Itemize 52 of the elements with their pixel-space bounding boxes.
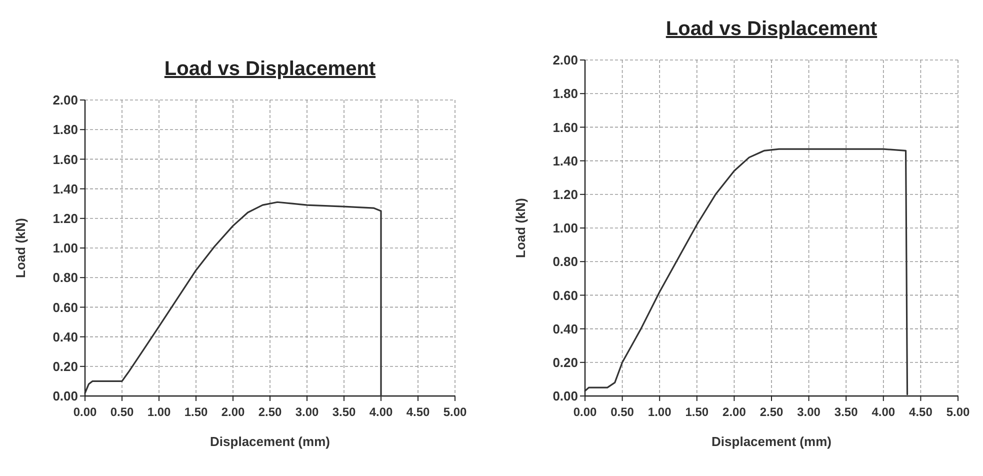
x-tick-label: 5.00 (443, 405, 467, 419)
x-tick-label: 2.00 (221, 405, 245, 419)
y-tick-label: 0.60 (552, 288, 578, 303)
y-tick-label: 0.20 (52, 358, 78, 374)
x-tick-label: 3.00 (797, 405, 821, 419)
x-axis-title: Displacement (mm) (712, 434, 832, 449)
x-axis-title: Displacement (mm) (210, 434, 330, 449)
x-tick-label: 0.50 (610, 405, 634, 419)
y-axis-title: Load (kN) (13, 218, 28, 278)
y-tick-label: 1.00 (552, 220, 578, 236)
x-tick-label: 4.00 (369, 405, 393, 419)
y-tick-label: 1.20 (52, 210, 78, 226)
y-tick-label: 0.00 (552, 388, 578, 404)
y-tick-label: 0.80 (552, 254, 578, 270)
line-series (84, 201, 382, 397)
x-tick-label: 1.50 (685, 405, 709, 419)
chart-title: Load vs Displacement (666, 18, 878, 40)
y-tick-label: 1.20 (552, 186, 578, 202)
x-tick-label: 2.50 (258, 405, 282, 419)
y-tick-label: 2.00 (552, 52, 578, 68)
y-tick-label: 0.40 (552, 321, 578, 336)
y-tick-label: 1.80 (552, 86, 578, 102)
y-tick-label: 0.60 (52, 300, 78, 315)
chart-title: Load vs Displacement (164, 58, 376, 80)
y-tick-label: 0.80 (52, 270, 78, 286)
y-tick-label: 1.00 (52, 240, 78, 256)
x-tick-label: 0.50 (110, 405, 134, 419)
y-tick-label: 1.60 (52, 152, 78, 167)
x-tick-label: 5.00 (946, 405, 970, 419)
y-axis-title: Load (kN) (513, 198, 528, 258)
x-tick-label: 3.50 (834, 405, 858, 419)
x-tick-label: 3.00 (295, 405, 319, 419)
x-tick-label: 1.00 (147, 405, 171, 419)
y-tick-label: 0.40 (52, 329, 78, 344)
x-tick-label: 2.00 (722, 405, 746, 419)
x-tick-label: 4.00 (872, 405, 896, 419)
x-tick-label: 4.50 (406, 405, 430, 419)
x-tick-label: 1.00 (648, 405, 672, 419)
y-tick-label: 1.40 (552, 153, 578, 168)
y-tick-label: 0.00 (52, 388, 78, 404)
y-tick-label: 0.20 (552, 354, 578, 370)
y-tick-label: 2.00 (52, 92, 78, 108)
x-tick-label: 4.50 (909, 405, 933, 419)
x-tick-label: 3.50 (332, 405, 356, 419)
x-tick-label: 2.50 (760, 405, 784, 419)
x-tick-label: 0.00 (73, 405, 97, 419)
y-tick-label: 1.40 (52, 181, 78, 196)
line-series (584, 148, 908, 396)
y-tick-label: 1.80 (52, 122, 78, 138)
x-tick-label: 0.00 (573, 405, 597, 419)
y-tick-label: 1.60 (552, 120, 578, 135)
x-tick-label: 1.50 (184, 405, 208, 419)
